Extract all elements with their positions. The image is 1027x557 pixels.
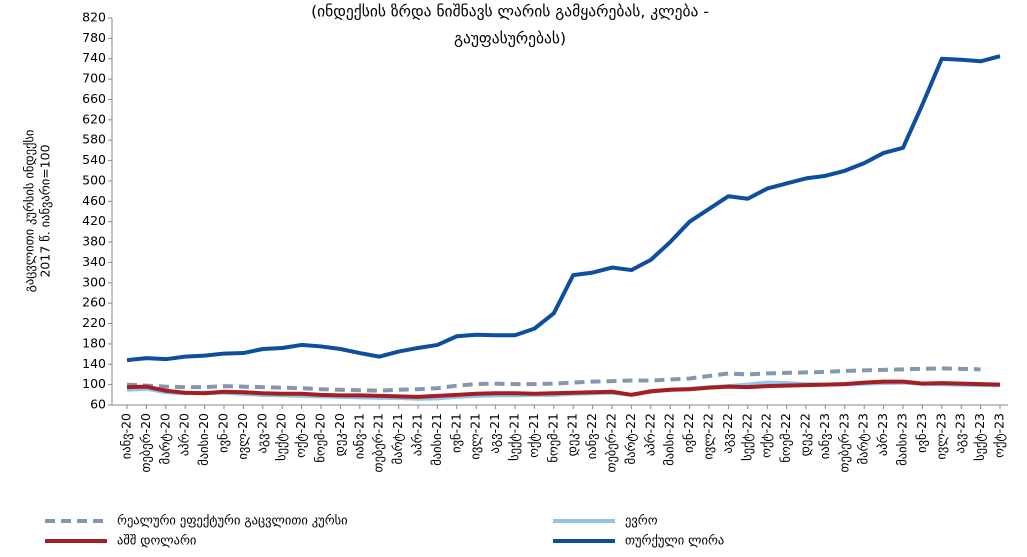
x-tick-label: ოქტ-23 [992,413,1007,458]
x-tick-label: ნოემ-21 [545,413,560,463]
x-tick-label: მარტ-23 [856,413,871,464]
x-tick-label: აგვ-21 [487,413,502,453]
x-tick-label: მაისი-20 [196,413,211,466]
x-tick-label: ნოემ-20 [313,413,328,463]
y-tick-label: 140 [82,356,106,371]
chart-title: გაუფასურებას) [454,30,566,48]
x-tick-label: ნოემ-22 [778,413,793,463]
y-tick-label: 580 [82,132,106,147]
x-tick-label: თებერ-20 [138,413,153,473]
x-tick-label: სექტ-22 [739,413,754,461]
y-tick-label: 100 [82,376,106,391]
x-tick-label: იანვ-22 [584,413,599,459]
x-tick-label: აპრ-21 [410,413,425,456]
x-tick-label: დეკ-21 [565,413,580,456]
y-tick-label: 620 [82,111,106,126]
y-tick-label: 540 [82,152,106,167]
x-tick-label: აპრ-23 [875,413,890,456]
y-tick-label: 740 [82,50,106,65]
x-tick-label: თებერ-23 [836,413,851,473]
x-tick-label: მაისი-23 [895,413,910,466]
x-tick-label: თებერ-22 [604,413,619,473]
y-tick-label: 340 [82,254,106,269]
series-line [126,379,1001,399]
legend-label: თურქული ლირა [625,533,724,548]
x-tick-label: სექტ-21 [507,413,522,461]
x-tick-label: სექტ-23 [972,413,987,461]
x-tick-label: ივლ-20 [235,413,250,460]
y-tick-label: 420 [82,213,106,228]
series-line [126,366,981,393]
x-tick-label: აგვ-23 [953,413,968,453]
x-tick-label: ოქტ-21 [526,413,541,458]
x-tick-label: აგვ-20 [254,413,269,453]
x-tick-label: ივლ-22 [701,413,716,460]
x-tick-label: ივნ-22 [681,413,696,453]
y-tick-label: 60 [90,397,106,412]
y-tick-label: 780 [82,30,106,45]
chart-title: (ინდექსის ზრდა ნიშნავს ლარის გამყარებას,… [311,3,709,21]
y-tick-label: 380 [82,234,106,249]
x-tick-label: აპრ-20 [177,413,192,456]
x-tick-label: ოქტ-20 [293,413,308,458]
x-tick-label: იანვ-23 [817,413,832,459]
legend-label: აშშ დოლარი [117,533,196,548]
x-tick-label: მარტ-22 [623,413,638,464]
x-tick-label: ივნ-20 [216,413,231,453]
x-tick-label: იანვ-21 [351,413,366,459]
y-tick-label: 500 [82,172,106,187]
x-tick-label: მაისი-22 [662,413,677,466]
y-tick-label: 700 [82,71,106,86]
x-tick-label: მარტ-21 [390,413,405,464]
x-tick-label: იანვ-20 [119,413,134,459]
y-axis-title: გაცვლითი კურსის ინდექსი [22,130,37,293]
y-tick-label: 660 [82,91,106,106]
y-axis-title: 2017 წ. იანვარი=100 [38,144,53,277]
x-tick-label: სექტ-20 [274,413,289,461]
y-tick-label: 460 [82,193,106,208]
x-tick-label: დეკ-20 [332,413,347,456]
y-tick-label: 820 [82,10,106,25]
x-tick-label: ივნ-21 [448,413,463,453]
x-tick-label: მაისი-21 [429,413,444,466]
x-tick-label: დეკ-22 [798,413,813,456]
series-line [126,54,1001,363]
x-tick-label: ივლ-21 [468,413,483,460]
x-tick-label: აპრ-22 [642,413,657,456]
y-tick-label: 220 [82,315,106,330]
y-tick-label: 300 [82,274,106,289]
x-tick-label: ოქტ-22 [759,413,774,458]
y-tick-label: 180 [82,335,106,350]
y-tick-label: 260 [82,295,106,310]
x-tick-label: ივლ-23 [933,413,948,460]
x-tick-label: ივნ-23 [914,413,929,453]
x-tick-label: მარტ-20 [157,413,172,464]
legend-label: ევრო [625,513,658,528]
x-tick-label: თებერ-21 [371,413,386,473]
x-tick-label: აგვ-22 [720,413,735,453]
legend-label: რეალური ეფექტური გაცვლითი კურსი [117,513,348,528]
